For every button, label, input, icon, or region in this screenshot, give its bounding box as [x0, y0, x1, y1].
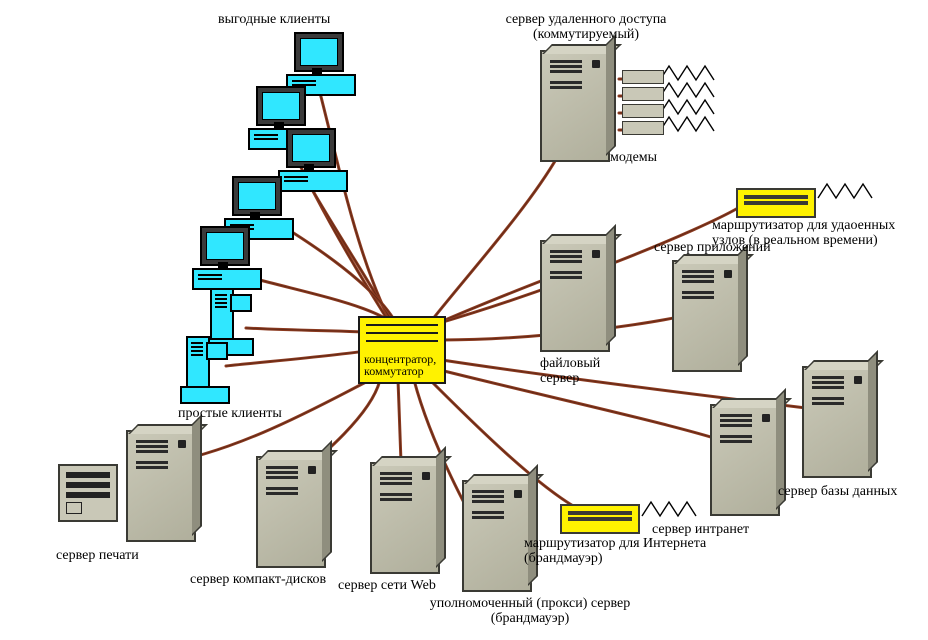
hub-label: концентратор, коммутатор [364, 353, 440, 378]
hub-concentrator: концентратор, коммутатор [358, 316, 446, 384]
node-router-inet [560, 504, 640, 534]
hub-vents [366, 324, 438, 342]
label: сервер компакт-дисков [190, 572, 326, 587]
label: выгодные клиенты [218, 12, 330, 27]
node-dbserver [802, 366, 872, 478]
label: уполномоченный (прокси) сервер (брандмау… [400, 596, 660, 627]
node-webserver [370, 462, 440, 574]
label: маршрутизатор для Интернета (брандмауэр) [524, 536, 706, 567]
node-modems [622, 70, 662, 138]
node-remoteaccess [540, 50, 610, 162]
node-printer [58, 464, 118, 522]
node-pc1 [286, 32, 352, 92]
label: модемы [610, 150, 657, 165]
label: сервер сети Web [338, 578, 436, 593]
label: сервер приложений [654, 240, 771, 255]
node-fileserver [540, 240, 610, 352]
node-printserver [126, 430, 196, 542]
label: сервер базы данных [778, 484, 897, 499]
node-proxy [462, 480, 532, 592]
label: сервер удаленного доступа (коммутируемый… [466, 12, 706, 43]
label: простые клиенты [178, 406, 282, 421]
label: файловый сервер [540, 356, 600, 387]
label: сервер печати [56, 548, 139, 563]
node-intranet [710, 404, 780, 516]
node-thin2 [180, 336, 226, 402]
node-pc5 [192, 226, 258, 286]
node-router-rt [736, 188, 816, 218]
node-cdserver [256, 456, 326, 568]
node-appserver [672, 260, 742, 372]
network-diagram: { "type": "network", "canvas": { "width"… [0, 0, 928, 640]
